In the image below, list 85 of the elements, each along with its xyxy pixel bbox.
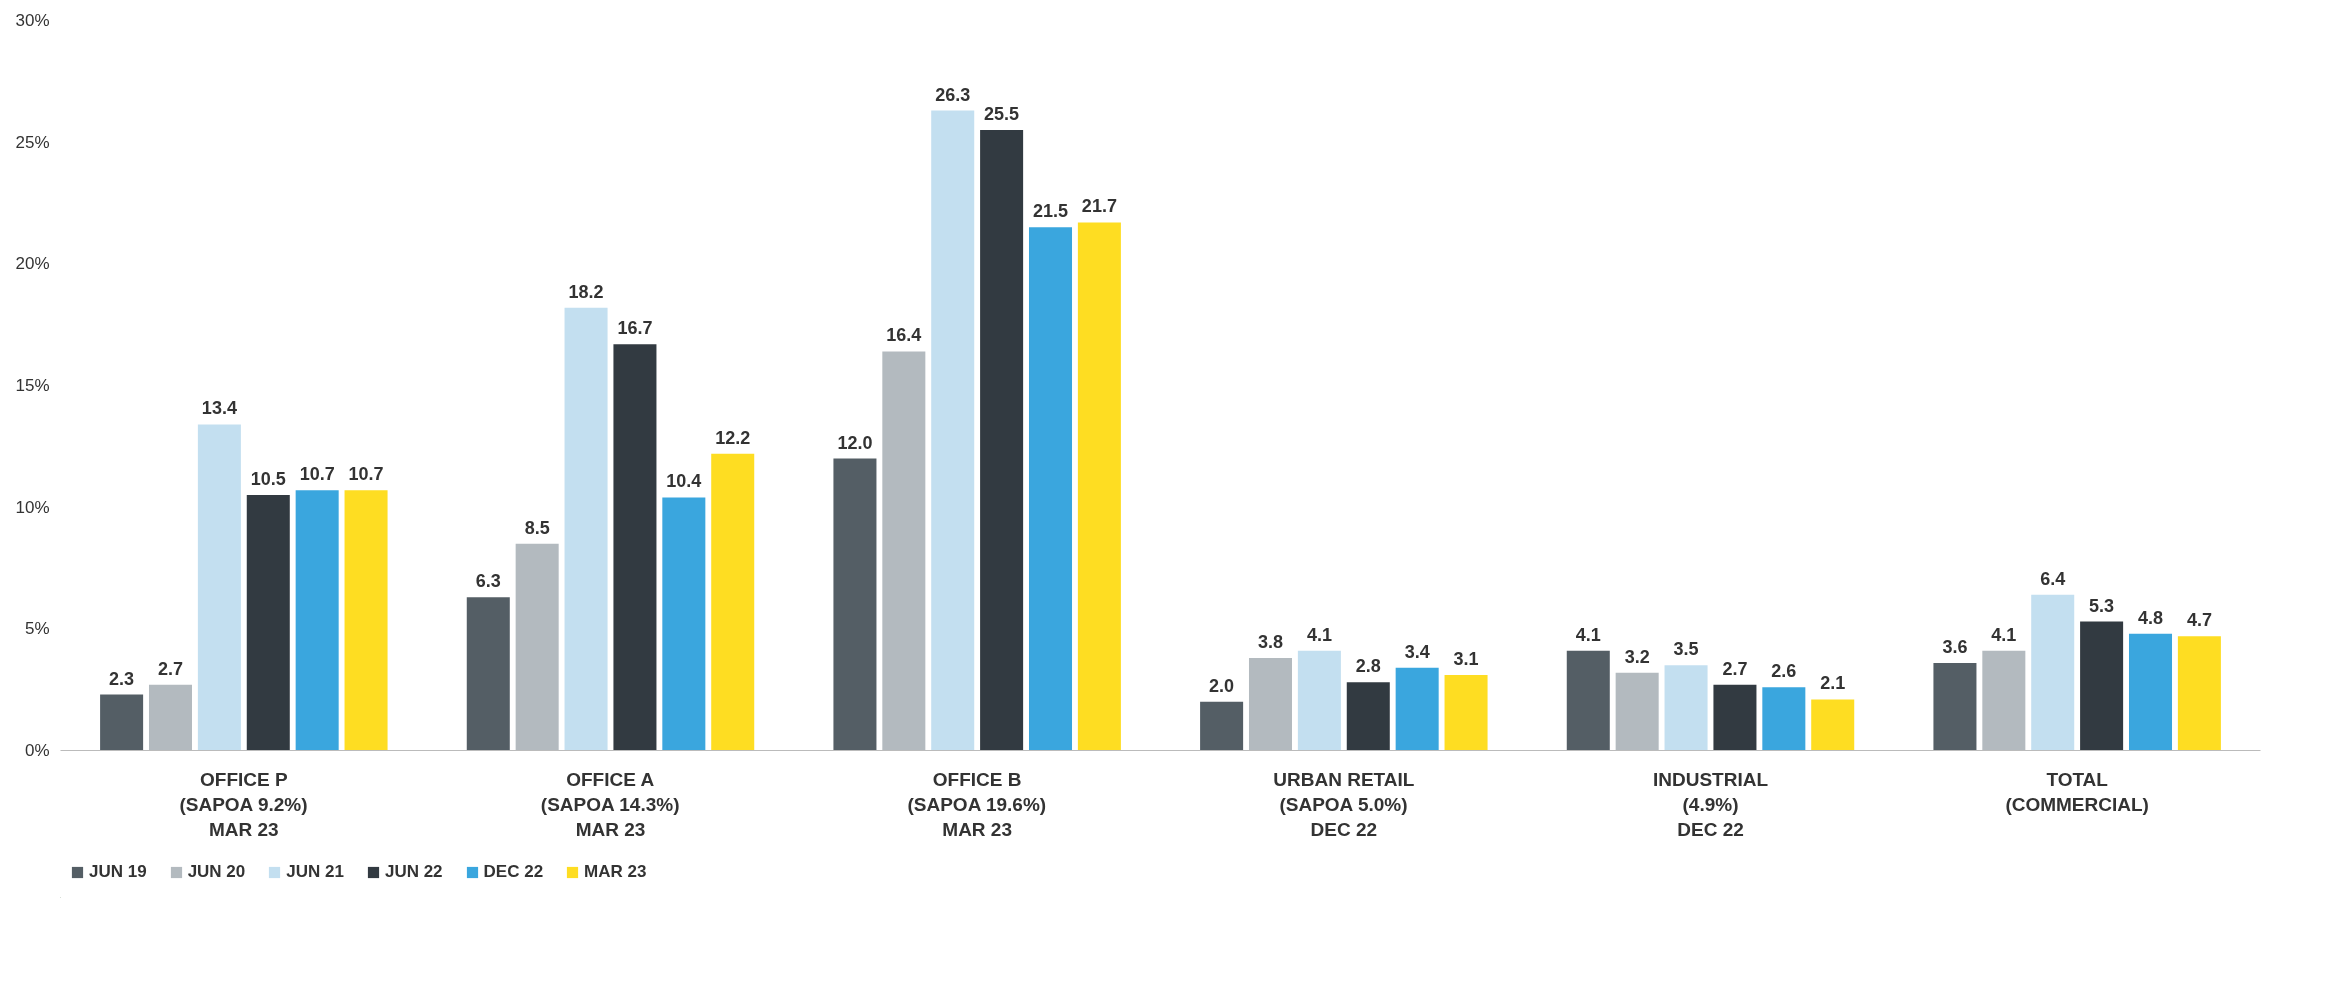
data-label: 3.5 (1673, 639, 1699, 660)
bar (1346, 682, 1390, 751)
bar (466, 597, 510, 751)
data-label: 2.7 (157, 658, 184, 679)
y-tick-label: 25% (15, 132, 50, 152)
y-tick-label: 20% (15, 254, 50, 274)
bar (711, 453, 755, 751)
bar (1297, 650, 1341, 751)
y-tick-label: 30% (15, 11, 50, 30)
data-label: 2.7 (1722, 658, 1748, 679)
bar (980, 130, 1024, 751)
data-label: 2.3 (109, 668, 135, 689)
data-label: 5.3 (2089, 595, 2115, 616)
bar (295, 490, 339, 751)
bar (662, 497, 706, 751)
data-label: 18.2 (568, 281, 604, 302)
data-label: 2.0 (1209, 675, 1235, 696)
bar (344, 490, 388, 751)
data-label: 4.8 (2137, 607, 2164, 628)
data-label: 10.7 (299, 464, 335, 485)
y-tick-label: 15% (15, 376, 50, 395)
bar (100, 694, 144, 751)
data-label: 16.4 (886, 325, 922, 346)
bar (197, 424, 241, 751)
x-tick-label: TOTAL (COMMERCIAL) (2005, 768, 2149, 815)
data-label: 25.5 (984, 104, 1020, 124)
x-tick-label: OFFICE P (SAPOA 9.2%) MAR 23 (179, 768, 308, 840)
data-label: 10.7 (348, 464, 384, 485)
data-label: 4.7 (2186, 610, 2212, 631)
data-label: 4.1 (1991, 624, 2017, 645)
bar (931, 110, 975, 751)
x-tick-label: OFFICE B (SAPOA 19.6%) MAR 23 (907, 768, 1047, 840)
legend-label: JUN 20 (187, 862, 246, 882)
data-label: 16.7 (617, 318, 653, 339)
data-label: 10.5 (250, 469, 286, 489)
data-label: 21.7 (1081, 196, 1117, 217)
legend-label: DEC 22 (483, 862, 544, 882)
data-label: 3.4 (1404, 641, 1430, 662)
bar (2031, 594, 2075, 751)
data-label: 3.1 (1453, 649, 1479, 670)
bar (1664, 665, 1708, 751)
data-label: 10.4 (666, 471, 702, 492)
bar (1395, 667, 1439, 751)
bar (1713, 684, 1757, 751)
bar (1077, 222, 1121, 751)
bar (1028, 227, 1073, 751)
data-label: 21.5 (1032, 201, 1069, 222)
y-tick-label: 10% (15, 497, 50, 517)
data-label: 3.8 (1257, 632, 1284, 653)
legend-label: JUN 21 (286, 862, 344, 882)
data-label: 6.3 (475, 571, 501, 592)
data-label: 26.3 (935, 84, 971, 105)
legend-label: JUN 22 (384, 862, 443, 882)
bar (833, 458, 877, 751)
x-tick-label: INDUSTRIAL (4.9%) DEC 22 (1652, 768, 1769, 840)
bar (1811, 699, 1855, 751)
data-label: 12.2 (715, 427, 751, 448)
bar (1444, 675, 1488, 751)
bar (2080, 621, 2124, 751)
bar (246, 495, 290, 751)
y-tick-label: 0% (24, 741, 50, 760)
data-label: 2.8 (1355, 656, 1381, 677)
bar (1762, 687, 1806, 751)
bar (2177, 636, 2221, 751)
legend-label: JUN 19 (89, 862, 147, 882)
data-label: 3.6 (1942, 636, 1968, 657)
data-label: 13.4 (201, 398, 237, 419)
data-label: 4.1 (1306, 624, 1332, 645)
x-tick-label: OFFICE A (SAPOA 14.3%) MAR 23 (540, 768, 680, 840)
data-label: 3.2 (1624, 646, 1650, 667)
bar (1566, 650, 1610, 751)
bar (2128, 633, 2173, 751)
legend-label: MAR 23 (584, 862, 647, 882)
data-label: 4.1 (1575, 624, 1601, 645)
x-tick-label: URBAN RETAIL (SAPOA 5.0%) DEC 22 (1273, 768, 1415, 840)
bar (1200, 701, 1244, 751)
data-label: 6.4 (2040, 568, 2066, 589)
bar (1933, 662, 1977, 751)
bar (613, 344, 657, 751)
data-label: 2.6 (1771, 661, 1797, 682)
bar (564, 307, 608, 751)
data-label: 8.5 (524, 517, 550, 538)
data-label: 2.1 (1820, 673, 1846, 694)
y-tick-label: 5% (24, 619, 50, 639)
data-label: 12.0 (837, 432, 873, 453)
